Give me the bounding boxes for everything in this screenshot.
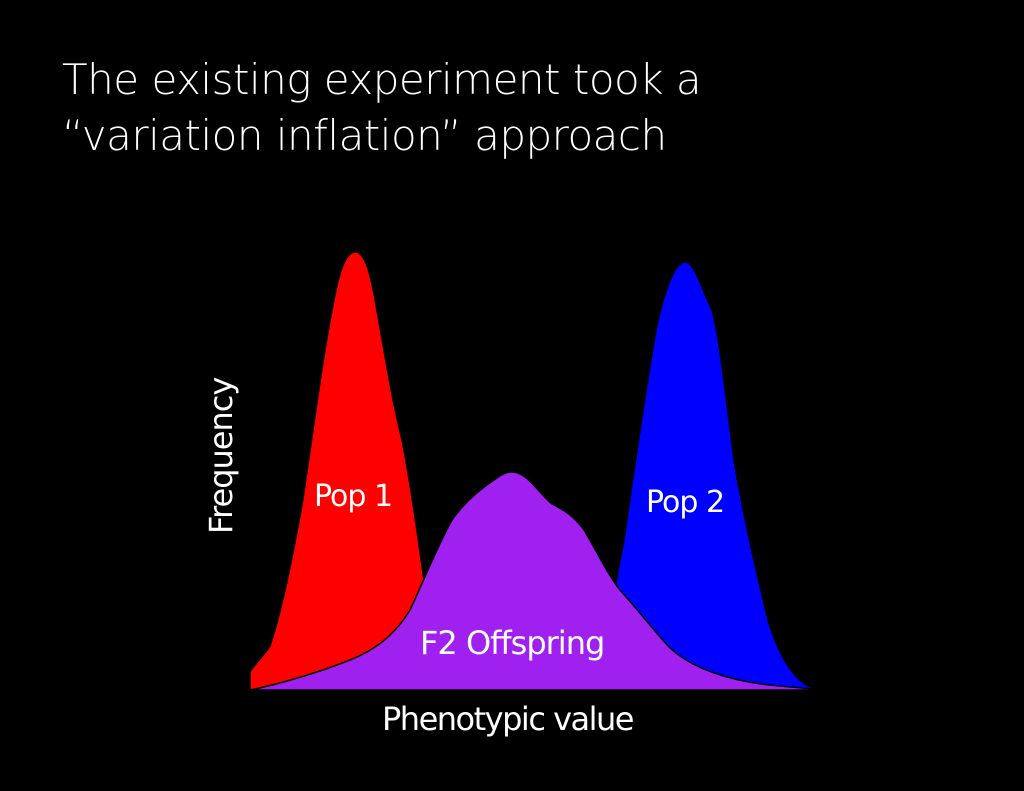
f2-offspring-label: F2 Offspring bbox=[420, 624, 604, 662]
distribution-diagram: Pop 1 Pop 2 F2 Offspring Frequency Pheno… bbox=[0, 0, 1024, 791]
pop2-label: Pop 2 bbox=[646, 485, 724, 520]
x-axis-label: Phenotypic value bbox=[382, 700, 633, 738]
slide: The existing experiment took a “variatio… bbox=[0, 0, 1024, 791]
pop1-label: Pop 1 bbox=[314, 479, 392, 514]
y-axis-label: Frequency bbox=[202, 378, 240, 534]
